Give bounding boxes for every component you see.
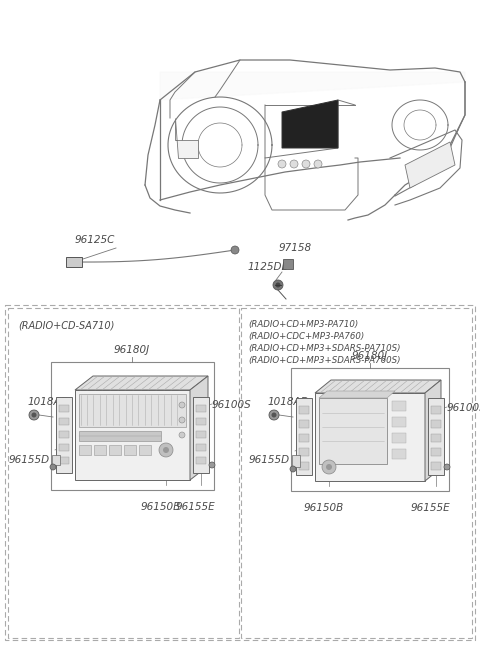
Polygon shape xyxy=(190,376,208,480)
Polygon shape xyxy=(66,257,82,267)
Circle shape xyxy=(179,432,185,438)
Text: 1018AD: 1018AD xyxy=(268,397,310,407)
Circle shape xyxy=(163,447,169,453)
Text: 96155D: 96155D xyxy=(9,455,50,465)
Polygon shape xyxy=(175,118,198,158)
Bar xyxy=(291,368,449,491)
Polygon shape xyxy=(79,431,161,441)
Polygon shape xyxy=(79,445,91,455)
Text: 96150B: 96150B xyxy=(141,502,181,512)
Polygon shape xyxy=(59,444,69,451)
Polygon shape xyxy=(196,405,206,412)
Polygon shape xyxy=(431,406,441,414)
Circle shape xyxy=(209,462,215,468)
Polygon shape xyxy=(431,462,441,470)
Polygon shape xyxy=(160,72,465,100)
Circle shape xyxy=(272,413,276,417)
Polygon shape xyxy=(59,457,69,464)
Text: 96100S: 96100S xyxy=(212,400,252,410)
Circle shape xyxy=(179,402,185,408)
Polygon shape xyxy=(282,100,338,148)
Polygon shape xyxy=(94,445,106,455)
Polygon shape xyxy=(392,401,406,411)
Polygon shape xyxy=(431,448,441,456)
Bar xyxy=(283,259,293,269)
Circle shape xyxy=(273,280,283,290)
Polygon shape xyxy=(299,406,309,414)
Circle shape xyxy=(322,460,336,474)
Polygon shape xyxy=(196,444,206,451)
Text: 96150B: 96150B xyxy=(304,503,344,513)
Circle shape xyxy=(32,413,36,417)
Text: 97158: 97158 xyxy=(279,243,312,253)
Polygon shape xyxy=(431,420,441,428)
Circle shape xyxy=(231,246,239,254)
Polygon shape xyxy=(56,397,72,473)
Polygon shape xyxy=(79,394,186,427)
Polygon shape xyxy=(299,420,309,428)
Polygon shape xyxy=(124,445,136,455)
Text: (RADIO+CD-SA710): (RADIO+CD-SA710) xyxy=(18,320,114,330)
Circle shape xyxy=(29,410,39,420)
Circle shape xyxy=(269,410,279,420)
Polygon shape xyxy=(405,142,455,188)
Circle shape xyxy=(50,464,56,470)
Circle shape xyxy=(444,464,450,470)
Polygon shape xyxy=(296,398,312,475)
Circle shape xyxy=(278,160,286,168)
Text: 96180J: 96180J xyxy=(114,345,150,355)
Polygon shape xyxy=(425,380,441,481)
Polygon shape xyxy=(392,449,406,459)
Polygon shape xyxy=(315,380,441,393)
Polygon shape xyxy=(59,431,69,438)
Text: (RADIO+CD+MP3-PA710): (RADIO+CD+MP3-PA710) xyxy=(248,320,358,329)
Text: 1018AD: 1018AD xyxy=(28,397,70,407)
Circle shape xyxy=(159,443,173,457)
Circle shape xyxy=(314,160,322,168)
Text: 96155E: 96155E xyxy=(410,503,450,513)
Text: 96180J: 96180J xyxy=(352,351,388,361)
Polygon shape xyxy=(299,434,309,442)
Polygon shape xyxy=(299,448,309,456)
Text: 96155E: 96155E xyxy=(175,502,215,512)
Circle shape xyxy=(302,160,310,168)
Polygon shape xyxy=(431,434,441,442)
Text: 96155D: 96155D xyxy=(249,455,290,465)
Polygon shape xyxy=(315,393,425,481)
Circle shape xyxy=(290,160,298,168)
Polygon shape xyxy=(193,397,209,473)
Circle shape xyxy=(326,464,332,470)
Bar xyxy=(51,362,214,490)
Bar xyxy=(8,308,239,638)
Text: (RADIO+CD+MP3+SDARS-PA760S): (RADIO+CD+MP3+SDARS-PA760S) xyxy=(248,356,400,365)
Polygon shape xyxy=(392,433,406,443)
Text: (RADIO+CD+MP3+SDARS-PA710S): (RADIO+CD+MP3+SDARS-PA710S) xyxy=(248,344,400,353)
Polygon shape xyxy=(196,457,206,464)
Circle shape xyxy=(276,282,280,288)
Circle shape xyxy=(179,417,185,423)
Text: 96100S: 96100S xyxy=(447,403,480,413)
Polygon shape xyxy=(109,445,121,455)
Bar xyxy=(5,305,475,640)
Polygon shape xyxy=(59,405,69,412)
Polygon shape xyxy=(196,431,206,438)
Polygon shape xyxy=(59,418,69,425)
Text: (RADIO+CDC+MP3-PA760): (RADIO+CDC+MP3-PA760) xyxy=(248,332,364,341)
Polygon shape xyxy=(319,398,387,464)
Polygon shape xyxy=(196,418,206,425)
Bar xyxy=(241,308,472,638)
Polygon shape xyxy=(319,391,395,398)
Polygon shape xyxy=(292,455,300,467)
Polygon shape xyxy=(75,390,190,480)
Polygon shape xyxy=(299,462,309,470)
Polygon shape xyxy=(52,455,60,465)
Polygon shape xyxy=(75,376,208,390)
Polygon shape xyxy=(139,445,151,455)
Text: 1125DB: 1125DB xyxy=(248,262,289,272)
Text: 96125C: 96125C xyxy=(75,235,115,245)
Circle shape xyxy=(290,466,296,472)
Polygon shape xyxy=(428,398,444,475)
Polygon shape xyxy=(392,417,406,427)
